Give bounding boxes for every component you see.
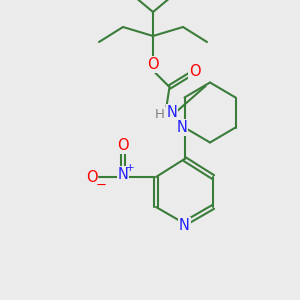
Text: O: O — [147, 57, 159, 72]
Text: N: N — [177, 120, 188, 135]
Text: −: − — [95, 179, 107, 192]
Text: N: N — [118, 167, 128, 182]
Text: N: N — [179, 218, 190, 232]
Text: +: + — [126, 163, 135, 173]
Text: O: O — [86, 169, 97, 184]
Text: H: H — [155, 108, 165, 122]
Text: N: N — [167, 105, 177, 120]
Text: O: O — [117, 138, 129, 153]
Text: O: O — [189, 64, 201, 79]
